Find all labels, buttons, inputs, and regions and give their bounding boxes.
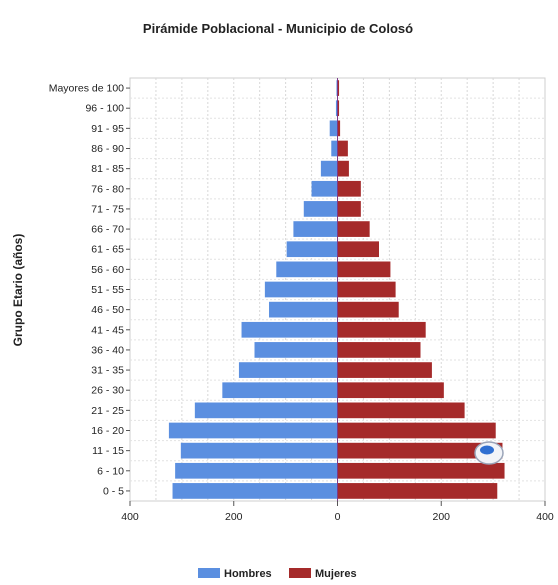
y-tick-label: 41 - 45 bbox=[91, 324, 124, 336]
bar-hombres bbox=[264, 281, 338, 298]
y-tick-label: Mayores de 100 bbox=[49, 83, 124, 95]
y-tick-label: 0 - 5 bbox=[103, 485, 124, 497]
bar-mujeres bbox=[337, 382, 444, 399]
bar-mujeres bbox=[337, 402, 465, 419]
y-tick-label: 66 - 70 bbox=[91, 224, 124, 236]
legend-label-hombres: Hombres bbox=[224, 568, 272, 580]
x-tick-label: 400 bbox=[121, 511, 139, 523]
bar-mujeres bbox=[337, 120, 341, 137]
bar-mujeres bbox=[337, 100, 340, 117]
y-tick-label: 11 - 15 bbox=[92, 445, 124, 457]
legend-swatch-mujeres bbox=[289, 568, 311, 578]
x-tick-label: 0 bbox=[335, 511, 341, 523]
y-tick-label: 71 - 75 bbox=[91, 203, 124, 215]
y-tick-label: 31 - 35 bbox=[91, 365, 124, 377]
bar-hombres bbox=[241, 321, 338, 338]
y-tick-label: 86 - 90 bbox=[91, 143, 124, 155]
pointer-marker bbox=[474, 441, 504, 465]
bar-hombres bbox=[303, 201, 338, 217]
bar-mujeres bbox=[337, 422, 496, 439]
y-tick-label: 26 - 30 bbox=[91, 385, 124, 397]
bar-mujeres bbox=[337, 180, 361, 197]
y-tick-label: 46 - 50 bbox=[91, 304, 124, 316]
y-tick-label: 36 - 40 bbox=[91, 344, 124, 356]
bar-hombres bbox=[331, 140, 338, 157]
bar-hombres bbox=[269, 301, 338, 318]
bar-mujeres bbox=[337, 160, 349, 177]
y-tick-label: 16 - 20 bbox=[91, 425, 124, 437]
bar-hombres bbox=[238, 362, 338, 378]
bar-hombres bbox=[254, 342, 338, 358]
y-axis-label: Grupo Etario (años) bbox=[11, 234, 25, 347]
bar-hombres bbox=[172, 483, 338, 499]
bar-hombres bbox=[336, 80, 338, 96]
bar-mujeres bbox=[337, 462, 505, 479]
y-tick-label: 76 - 80 bbox=[91, 183, 124, 195]
bar-hombres bbox=[311, 180, 338, 197]
bar-hombres bbox=[320, 160, 338, 177]
bar-mujeres bbox=[337, 483, 498, 499]
y-tick-label: 81 - 85 bbox=[91, 163, 124, 175]
bar-hombres bbox=[222, 382, 338, 399]
bar-mujeres bbox=[337, 80, 340, 96]
x-tick-label: 200 bbox=[225, 511, 243, 523]
bar-mujeres bbox=[337, 221, 370, 237]
bar-hombres bbox=[286, 241, 338, 258]
bar-hombres bbox=[194, 402, 338, 419]
bar-mujeres bbox=[337, 261, 391, 278]
legend: Hombres Mujeres bbox=[198, 568, 357, 580]
y-tick-label: 21 - 25 bbox=[91, 405, 124, 417]
bar-mujeres bbox=[337, 241, 379, 258]
bar-hombres bbox=[175, 462, 338, 479]
y-tick-label: 6 - 10 bbox=[97, 465, 124, 477]
bar-hombres bbox=[276, 261, 338, 278]
legend-swatch-hombres bbox=[198, 568, 220, 578]
bar-mujeres bbox=[337, 201, 361, 217]
y-tick-label: 56 - 60 bbox=[91, 264, 124, 276]
bar-hombres bbox=[168, 422, 338, 439]
x-tick-label: 200 bbox=[432, 511, 450, 523]
pointer-marker-dot bbox=[480, 445, 494, 455]
bar-mujeres bbox=[337, 362, 432, 378]
bar-mujeres bbox=[337, 301, 399, 318]
x-tick-label: 400 bbox=[536, 511, 554, 523]
y-tick-label: 61 - 65 bbox=[91, 244, 124, 256]
y-tick-label: 51 - 55 bbox=[91, 284, 124, 296]
bar-mujeres bbox=[337, 281, 396, 298]
y-tick-label: 96 - 100 bbox=[85, 103, 124, 115]
bar-mujeres bbox=[337, 442, 503, 459]
bar-hombres bbox=[180, 442, 338, 459]
bar-mujeres bbox=[337, 321, 426, 338]
chart-title: Pirámide Poblacional - Municipio de Colo… bbox=[143, 21, 413, 36]
legend-label-mujeres: Mujeres bbox=[315, 568, 357, 580]
plot-area: 0 - 5 6 - 10 11 - 15 16 - 20 21 - 25 26 - 30 3… bbox=[49, 77, 554, 523]
bar-hombres bbox=[335, 100, 338, 117]
bar-mujeres bbox=[337, 342, 421, 358]
bar-mujeres bbox=[337, 140, 348, 157]
y-tick-label: 91 - 95 bbox=[91, 123, 124, 135]
bar-hombres bbox=[293, 221, 338, 237]
bar-hombres bbox=[329, 120, 338, 137]
